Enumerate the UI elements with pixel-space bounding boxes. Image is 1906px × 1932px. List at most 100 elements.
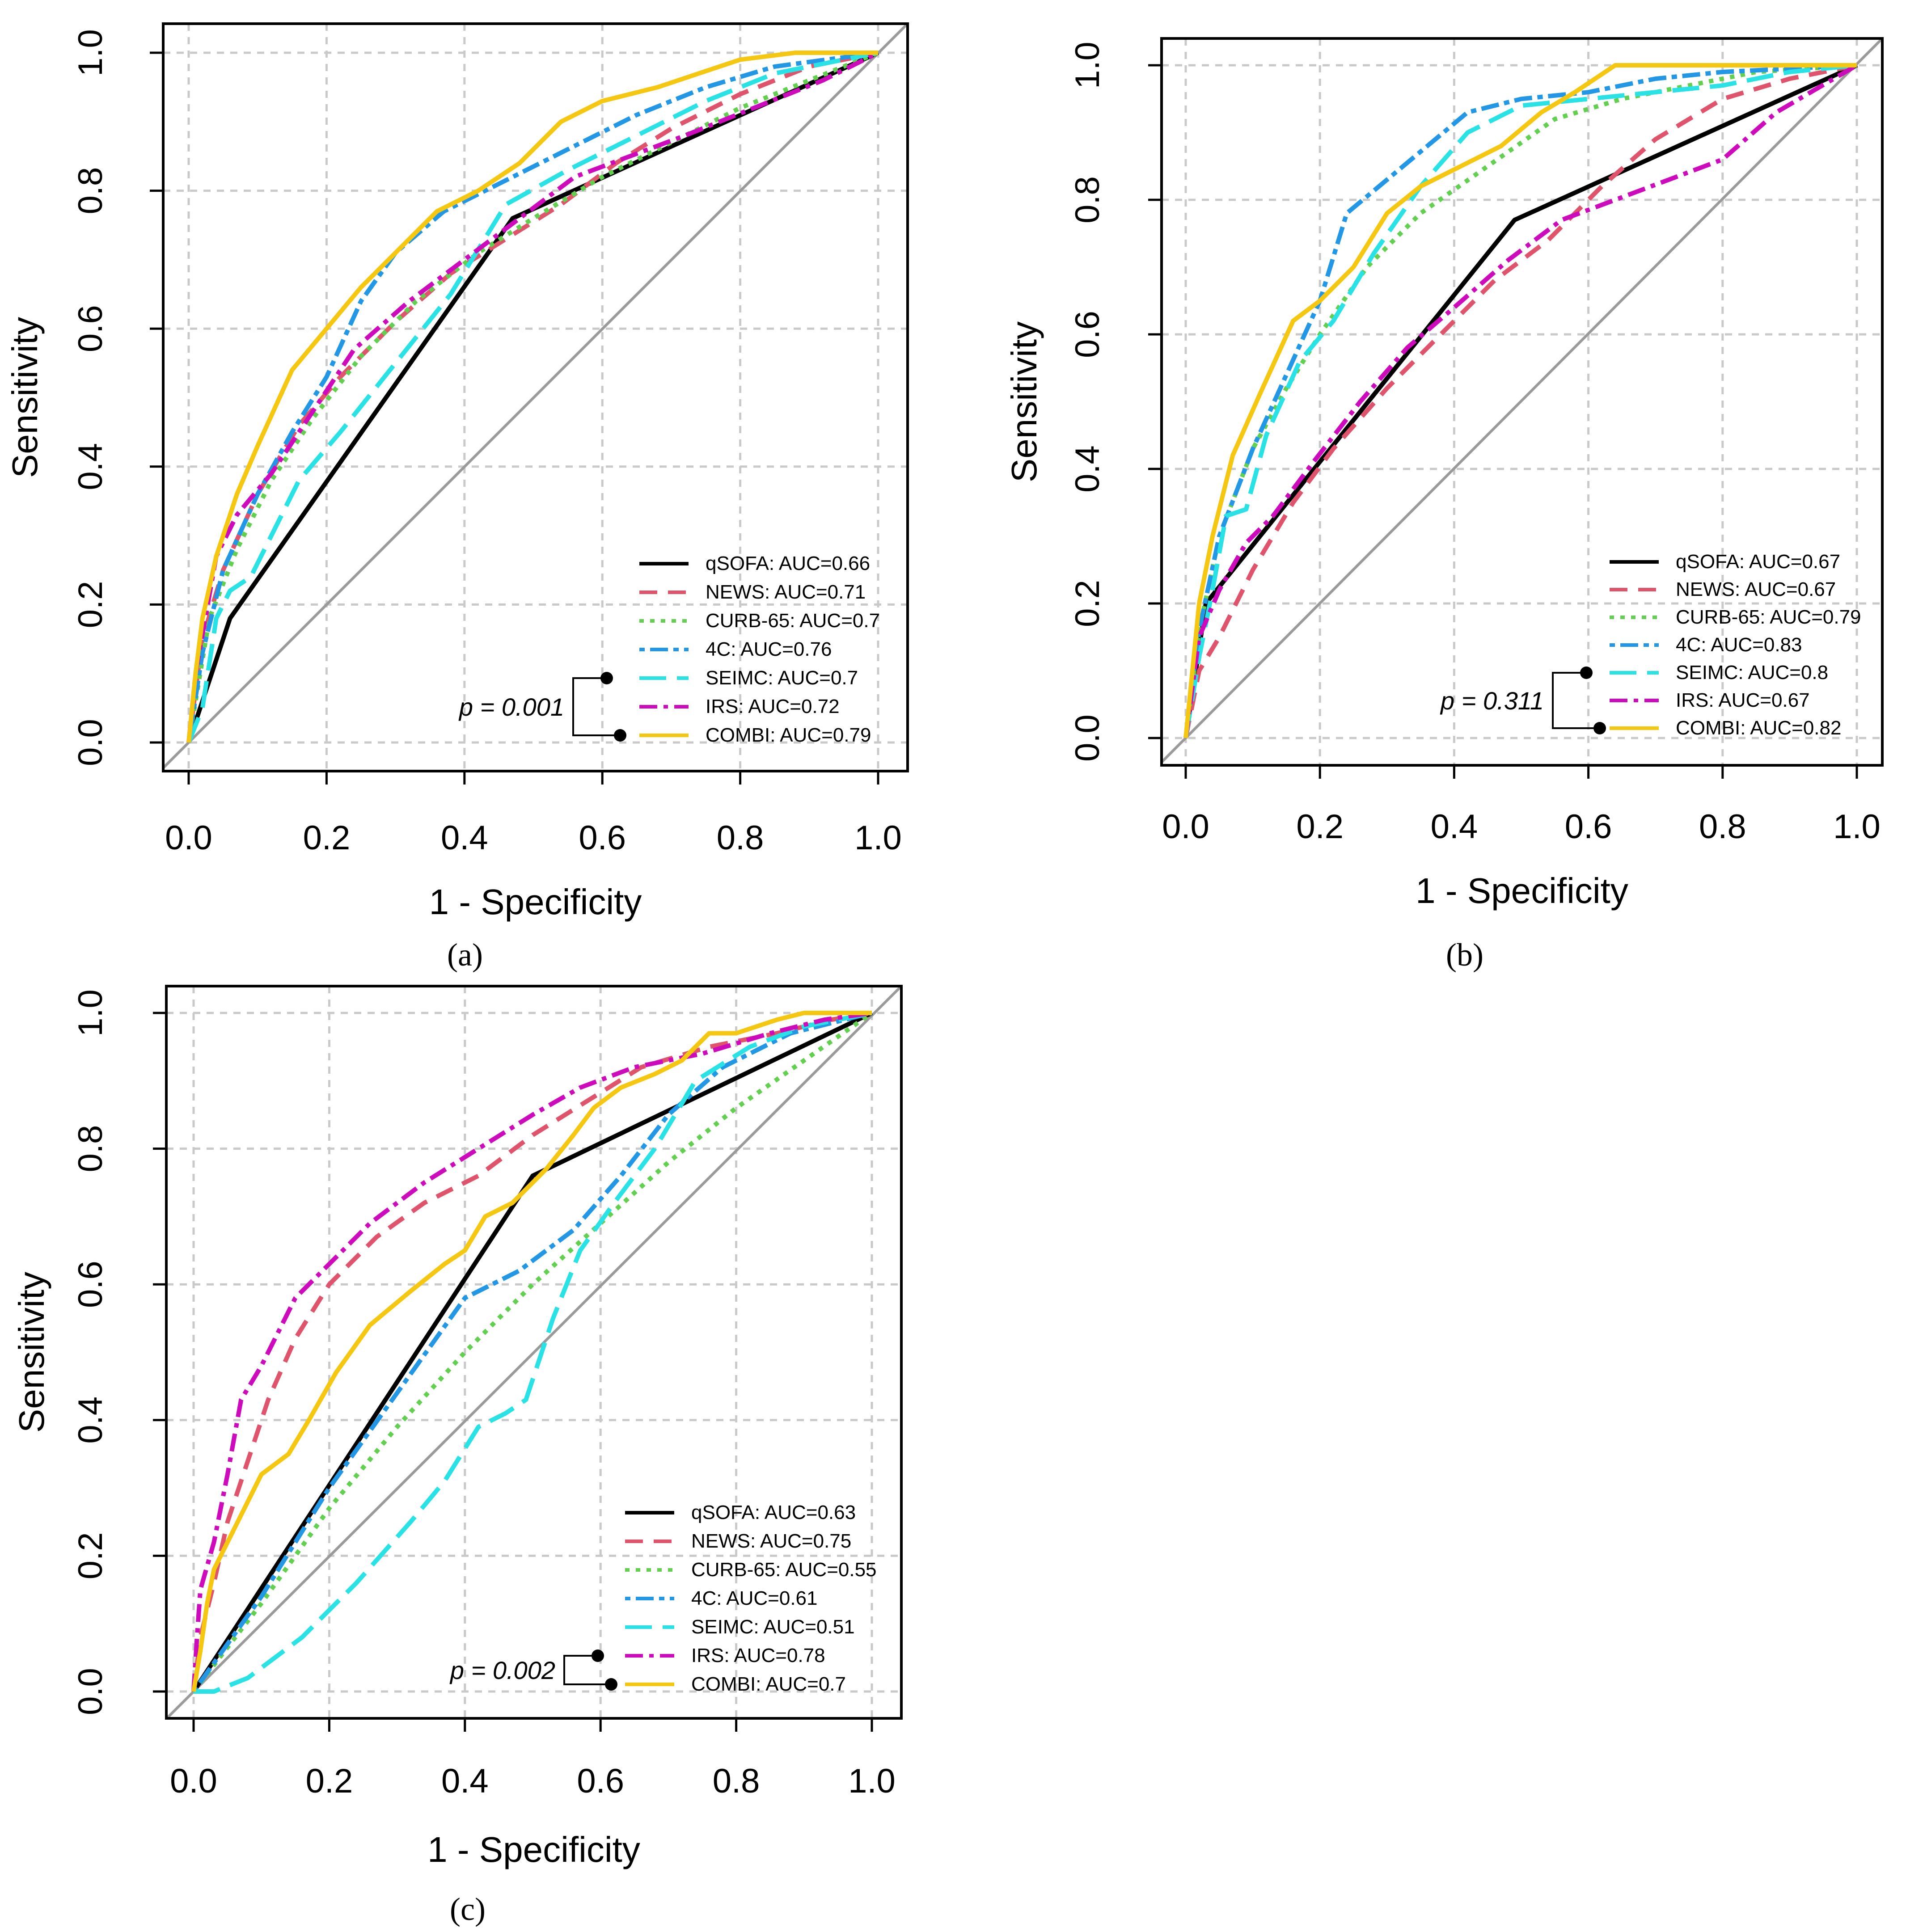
legend-entry-irs: IRS: AUC=0.72 xyxy=(706,696,840,717)
legend: qSOFA: AUC=0.66 NEWS: AUC=0.71 CURB-65: AU… xyxy=(639,553,880,746)
chance-diagonal-line xyxy=(162,22,909,769)
roc-curve-qsofa xyxy=(191,1011,873,1693)
roc-curve-4c xyxy=(191,1011,873,1693)
x-axis-label: 1 - Specificity xyxy=(427,1830,640,1869)
legend-entry-4c: 4C: AUC=0.76 xyxy=(706,638,832,660)
x-tick-label: 0.6 xyxy=(577,1762,624,1800)
legend-entry-news: NEWS: AUC=0.67 xyxy=(1676,578,1836,600)
p-value-label: p = 0.001 xyxy=(458,693,564,721)
y-axis-label: Sensitivity xyxy=(1004,321,1044,482)
chance-diagonal-line xyxy=(165,985,903,1720)
x-tick-label: 0.2 xyxy=(1296,808,1344,846)
y-tick-label: 0.8 xyxy=(72,167,110,215)
x-tick-label: 0.8 xyxy=(713,1762,760,1800)
x-tick-label: 0.6 xyxy=(1565,808,1612,846)
panel-caption: (c) xyxy=(450,1891,486,1927)
legend-entry-4c: 4C: AUC=0.83 xyxy=(1676,634,1802,656)
y-tick-label: 0.8 xyxy=(1069,176,1107,224)
legend-entry-seimc: SEIMC: AUC=0.7 xyxy=(706,667,858,689)
roc-curve-combi xyxy=(191,1011,872,1692)
x-tick-label: 0.4 xyxy=(1431,808,1478,846)
x-tick-label: 1.0 xyxy=(854,819,902,857)
bracket-dot xyxy=(1593,722,1606,734)
roc-curve-curb-65 xyxy=(192,1011,873,1693)
y-tick-label: 0.4 xyxy=(72,1396,110,1444)
panel-caption: (a) xyxy=(447,937,483,973)
x-tick-label: 1.0 xyxy=(848,1762,896,1800)
roc-curve-combi xyxy=(1183,63,1857,738)
y-tick-label: 0.6 xyxy=(72,305,110,352)
legend-entry-news: NEWS: AUC=0.75 xyxy=(691,1530,851,1552)
legend-entry-combi: COMBI: AUC=0.82 xyxy=(1676,717,1841,739)
y-tick-label: 0.4 xyxy=(72,443,110,490)
bracket-dot xyxy=(605,1678,617,1691)
x-tick-label: 0.8 xyxy=(717,819,764,857)
x-axis-label: 1 - Specificity xyxy=(1416,871,1628,911)
y-tick-label: 1.0 xyxy=(1069,42,1107,89)
p-value-bracket xyxy=(1552,672,1600,729)
x-tick-label: 0.2 xyxy=(303,819,351,857)
p-value-bracket xyxy=(563,1655,611,1685)
chance-diagonal-line xyxy=(1160,37,1884,764)
roc-panel-b: 0.0 0.0 0.2 0.2 0.4 0.4 0.6 0.6 0.8 0.8 1.0 1.0 1 - … xyxy=(1004,37,1884,973)
p-value-bracket xyxy=(572,677,620,736)
y-tick-label: 0.2 xyxy=(1069,580,1107,627)
plot-frame xyxy=(1160,37,1884,767)
legend-entry-curb-65: CURB-65: AUC=0.79 xyxy=(1676,606,1861,628)
roc-panel-a: 0.0 0.0 0.2 0.2 0.4 0.4 0.6 0.6 0.8 0.8 1.0 1.0 1 - … xyxy=(5,22,909,973)
roc-curve-irs xyxy=(1183,63,1858,738)
x-tick-label: 0.0 xyxy=(165,819,212,857)
legend-entry-qsofa: qSOFA: AUC=0.67 xyxy=(1676,551,1840,573)
y-tick-label: 1.0 xyxy=(72,989,110,1037)
legend-entry-qsofa: qSOFA: AUC=0.66 xyxy=(706,553,870,574)
y-tick-label: 0.8 xyxy=(72,1125,110,1173)
x-tick-label: 0.0 xyxy=(170,1762,217,1800)
p-value-label: p = 0.311 xyxy=(1440,687,1544,715)
legend: qSOFA: AUC=0.67 NEWS: AUC=0.67 CURB-65: AU… xyxy=(1610,551,1861,739)
legend: qSOFA: AUC=0.63 NEWS: AUC=0.75 CURB-65: AU… xyxy=(625,1502,877,1695)
y-axis-label: Sensitivity xyxy=(12,1272,51,1433)
roc-curve-irs xyxy=(191,1011,872,1692)
roc-curve-irs xyxy=(186,51,879,743)
y-tick-label: 0.6 xyxy=(1069,311,1107,358)
roc-curve-seimc xyxy=(194,1011,872,1694)
roc-curve-combi xyxy=(186,51,878,743)
roc-curve-news xyxy=(186,51,879,743)
roc-curve-seimc xyxy=(186,51,879,743)
p-value-label: p = 0.002 xyxy=(449,1656,555,1684)
legend-entry-news: NEWS: AUC=0.71 xyxy=(706,581,866,603)
x-tick-label: 0.4 xyxy=(441,819,488,857)
legend-entry-irs: IRS: AUC=0.78 xyxy=(691,1645,825,1666)
y-tick-label: 0.6 xyxy=(72,1261,110,1308)
legend-entry-seimc: SEIMC: AUC=0.51 xyxy=(691,1616,855,1638)
y-tick-label: 0.0 xyxy=(1069,714,1107,762)
panel-caption: (b) xyxy=(1446,937,1483,973)
bracket-dot xyxy=(1580,666,1593,679)
legend-entry-combi: COMBI: AUC=0.79 xyxy=(706,724,871,746)
plot-frame xyxy=(165,985,903,1720)
legend-entry-seimc: SEIMC: AUC=0.8 xyxy=(1676,662,1828,683)
roc-curve-seimc xyxy=(1183,63,1857,738)
legend-entry-curb-65: CURB-65: AUC=0.55 xyxy=(691,1559,877,1581)
y-tick-label: 0.0 xyxy=(72,1668,110,1715)
y-tick-label: 0.2 xyxy=(72,1532,110,1580)
bracket-dot xyxy=(592,1649,604,1662)
legend-entry-qsofa: qSOFA: AUC=0.63 xyxy=(691,1502,856,1523)
x-tick-label: 0.4 xyxy=(441,1762,489,1800)
roc-curve-news xyxy=(191,1011,872,1692)
x-tick-label: 0.6 xyxy=(579,819,626,857)
roc-curve-qsofa xyxy=(186,51,879,743)
x-axis-label: 1 - Specificity xyxy=(429,882,642,922)
legend-entry-4c: 4C: AUC=0.61 xyxy=(691,1587,818,1609)
y-tick-label: 1.0 xyxy=(72,29,110,76)
y-axis-label: Sensitivity xyxy=(5,317,45,478)
legend-entry-combi: COMBI: AUC=0.7 xyxy=(691,1673,846,1695)
x-tick-label: 1.0 xyxy=(1833,808,1881,846)
y-tick-label: 0.2 xyxy=(72,581,110,629)
bracket-dot xyxy=(614,729,626,742)
x-tick-label: 0.2 xyxy=(306,1762,353,1800)
roc-curve-curb-65 xyxy=(186,51,879,743)
legend-entry-curb-65: CURB-65: AUC=0.7 xyxy=(706,610,880,632)
legend-entry-irs: IRS: AUC=0.67 xyxy=(1676,689,1810,711)
